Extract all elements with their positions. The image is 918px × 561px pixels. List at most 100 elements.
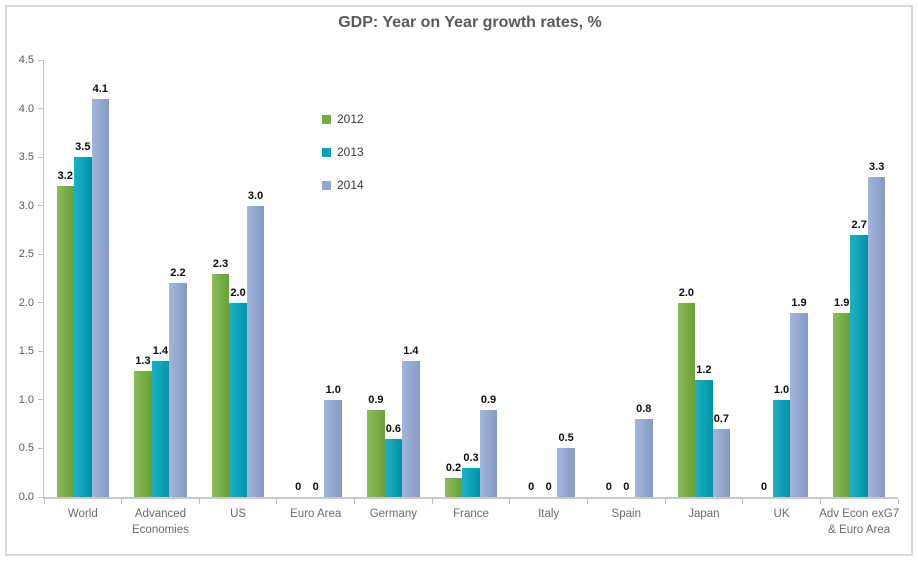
bar-value-label: 0 xyxy=(528,481,535,493)
bar-2012-japan xyxy=(677,302,696,497)
bar-2013-adv-econ-exg7-euro-area xyxy=(850,234,868,497)
bar-value-label: 3.2 xyxy=(57,170,73,183)
bar-value-label: 1.3 xyxy=(135,354,151,367)
bar-2012-france xyxy=(444,477,463,497)
bar-2012-us xyxy=(211,273,230,497)
bar-2013-germany xyxy=(384,438,403,497)
y-axis-tick xyxy=(38,59,44,61)
x-category-label-germany: Germany xyxy=(369,508,417,520)
bar-2013-advanced-economies xyxy=(151,361,170,497)
x-axis-tick xyxy=(509,499,511,504)
bar-value-label: 3.3 xyxy=(869,160,885,173)
x-axis-tick xyxy=(819,499,821,504)
bar-2013-japan xyxy=(695,380,713,497)
bar-value-label: 0.5 xyxy=(558,432,574,445)
bar-value-label: 0.3 xyxy=(463,451,479,464)
x-category-label-euro-area: Euro Area xyxy=(290,508,342,520)
x-category-label-uk: UK xyxy=(773,508,790,520)
bar-value-label: 1.0 xyxy=(773,383,790,396)
legend-swatch-2014-icon xyxy=(322,180,331,190)
bar-2014-euro-area xyxy=(324,399,342,497)
y-axis-tick xyxy=(38,108,44,110)
bar-value-label: 3.0 xyxy=(247,189,264,202)
legend-label-2012: 2012 xyxy=(337,112,364,126)
bar-2014-germany xyxy=(402,361,420,497)
x-category-label-japan: Japan xyxy=(688,508,720,520)
bar-value-label: 1.4 xyxy=(152,345,169,358)
y-axis-tick xyxy=(38,447,44,449)
bar-value-label: 2.0 xyxy=(678,286,695,299)
bar-value-label: 0 xyxy=(312,481,319,493)
x-axis-tick xyxy=(586,499,588,504)
bar-2013-france xyxy=(462,467,480,497)
bar-value-label: 1.9 xyxy=(834,296,850,309)
y-axis-tick-label: 0.5 xyxy=(18,442,34,455)
legend-label-2013: 2013 xyxy=(337,145,364,159)
bar-value-label: 0 xyxy=(623,481,630,493)
bar-2012-world xyxy=(56,186,75,497)
y-axis-tick xyxy=(38,205,44,207)
y-axis-tick-label: 3.0 xyxy=(18,199,34,212)
legend-item-2012: 2012 xyxy=(322,112,364,126)
bar-2013-uk xyxy=(772,399,791,497)
bar-value-label: 0.6 xyxy=(385,422,401,435)
y-axis-tick-label: 1.0 xyxy=(18,393,34,406)
x-axis-tick xyxy=(276,499,278,504)
y-axis-tick xyxy=(38,399,44,401)
bar-value-label: 0 xyxy=(295,481,302,493)
x-category-label-advanced-economies: Advanced Economies xyxy=(132,508,189,536)
bar-2014-adv-econ-exg7-euro-area xyxy=(867,176,886,497)
bar-value-label: 1.9 xyxy=(791,296,807,309)
y-axis-tick-label: 4.5 xyxy=(18,54,34,66)
bar-2013-world xyxy=(74,157,92,497)
bar-2012-advanced-economies xyxy=(134,370,152,497)
bar-2013-us xyxy=(229,302,247,497)
x-axis-tick xyxy=(431,499,433,504)
x-category-label-us: US xyxy=(230,508,247,520)
bar-value-label: 0.7 xyxy=(713,413,730,426)
bar-2012-germany xyxy=(367,409,385,497)
bar-2014-japan xyxy=(712,429,731,497)
bar-2014-advanced-economies xyxy=(169,283,187,497)
bar-2014-us xyxy=(246,205,265,497)
y-axis-tick xyxy=(38,496,44,498)
bar-value-label: 2.2 xyxy=(170,267,186,280)
bar-2014-world xyxy=(91,98,110,497)
y-axis-tick xyxy=(38,156,44,158)
bar-value-label: 2.7 xyxy=(851,218,867,231)
legend-swatch-2013-icon xyxy=(322,147,331,157)
bar-value-label: 0 xyxy=(545,481,552,493)
y-axis-tick-label: 3.5 xyxy=(18,151,34,164)
bar-value-label: 3.5 xyxy=(75,141,91,154)
bar-value-label: 1.4 xyxy=(403,345,419,358)
y-axis-tick-label: 1.5 xyxy=(18,345,34,358)
bar-2012-adv-econ-exg7-euro-area xyxy=(832,312,851,497)
bar-value-label: 0.9 xyxy=(368,393,384,406)
bar-value-label: 1.0 xyxy=(325,383,341,396)
bar-value-label: 0.9 xyxy=(480,393,497,406)
legend-item-2013: 2013 xyxy=(322,145,364,159)
legend-item-2014: 2014 xyxy=(322,178,364,192)
y-axis-tick-label: 2.0 xyxy=(18,296,34,309)
bar-value-label: 4.1 xyxy=(92,82,108,95)
bar-2014-france xyxy=(479,409,498,497)
plot-area: 0.0 0.5 1.0 1.5 2.0 2.5 3.0 3.5 4.0 4.5 3.2 1.3 2.3 0… xyxy=(19,54,899,536)
x-axis-tick xyxy=(354,499,356,504)
x-axis-tick xyxy=(121,499,123,504)
y-axis-tick-label: 4.0 xyxy=(18,102,34,115)
bar-value-label: 0 xyxy=(760,481,768,493)
legend-swatch-2012-icon xyxy=(322,114,331,124)
y-axis-tick xyxy=(38,350,44,352)
y-axis-tick-label: 0.0 xyxy=(18,491,34,503)
x-axis-tick xyxy=(897,499,899,504)
y-axis-tick xyxy=(38,253,44,255)
y-axis-tick-label: 2.5 xyxy=(18,248,34,261)
bar-value-label: 0.8 xyxy=(636,403,652,416)
legend: 2012 2013 2014 xyxy=(322,112,364,211)
x-axis-tick xyxy=(198,499,200,504)
x-axis-tick xyxy=(742,499,744,504)
chart-title: GDP: Year on Year growth rates, % xyxy=(338,14,602,31)
x-axis-tick xyxy=(664,499,666,504)
bar-2014-uk xyxy=(790,312,808,497)
